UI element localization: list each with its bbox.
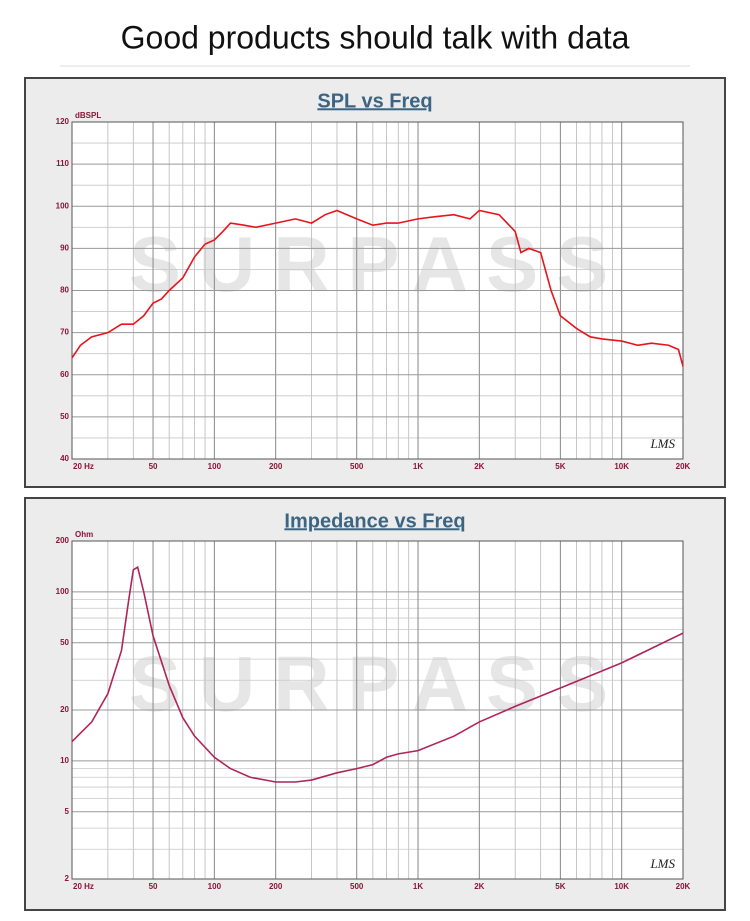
x-tick-label: 20 Hz [73,462,94,471]
x-tick-label: 100 [208,462,222,471]
x-tick-label: 200 [269,882,283,891]
chart-title: Impedance vs Freq [284,510,465,532]
y-tick-label: 70 [60,328,69,337]
y-tick-label: 2 [65,874,70,883]
x-tick-label: 2K [474,882,484,891]
x-tick-label: 10K [614,882,629,891]
y-tick-label: 50 [60,412,69,421]
data-line [71,209,684,367]
x-tick-label: 1K [413,462,423,471]
x-tick-label: 5K [555,462,565,471]
x-tick-label: 50 [149,882,158,891]
x-tick-label: 500 [350,462,364,471]
y-tick-label: 100 [56,587,70,596]
y-tick-label: 50 [60,638,69,647]
x-tick-label: 100 [208,882,222,891]
page-title: Good products should talk with data [121,19,630,55]
y-tick-label: 90 [60,243,69,252]
x-tick-label: 200 [269,462,283,471]
x-tick-label: 10K [614,462,629,471]
y-tick-label: 80 [60,286,69,295]
y-tick-label: 110 [56,159,69,168]
y-axis-label: dBSPL [75,111,101,120]
y-tick-label: 100 [56,201,70,210]
y-tick-label: 200 [56,536,70,545]
watermark: SURPASS [129,220,626,308]
x-tick-label: 5K [555,882,565,891]
chart-title: SPL vs Freq [317,90,432,112]
plot-border [71,540,684,880]
x-tick-label: 2K [474,462,484,471]
plot-border [71,121,684,460]
x-tick-label: 1K [413,882,423,891]
y-tick-label: 20 [60,705,69,714]
annotation: LMS [649,856,675,871]
y-axis-label: Ohm [75,530,93,539]
annotation: LMS [649,436,675,451]
watermark: SURPASS [129,640,626,728]
y-tick-label: 120 [56,117,70,126]
x-tick-label: 20K [676,882,691,891]
y-tick-label: 10 [60,756,69,765]
x-tick-label: 20K [676,462,691,471]
y-tick-label: 60 [60,370,69,379]
y-tick-label: 5 [65,807,70,816]
x-tick-label: 500 [350,882,364,891]
x-tick-label: 20 Hz [73,882,94,891]
x-tick-label: 50 [149,462,158,471]
y-tick-label: 40 [60,454,69,463]
data-line [71,565,684,783]
